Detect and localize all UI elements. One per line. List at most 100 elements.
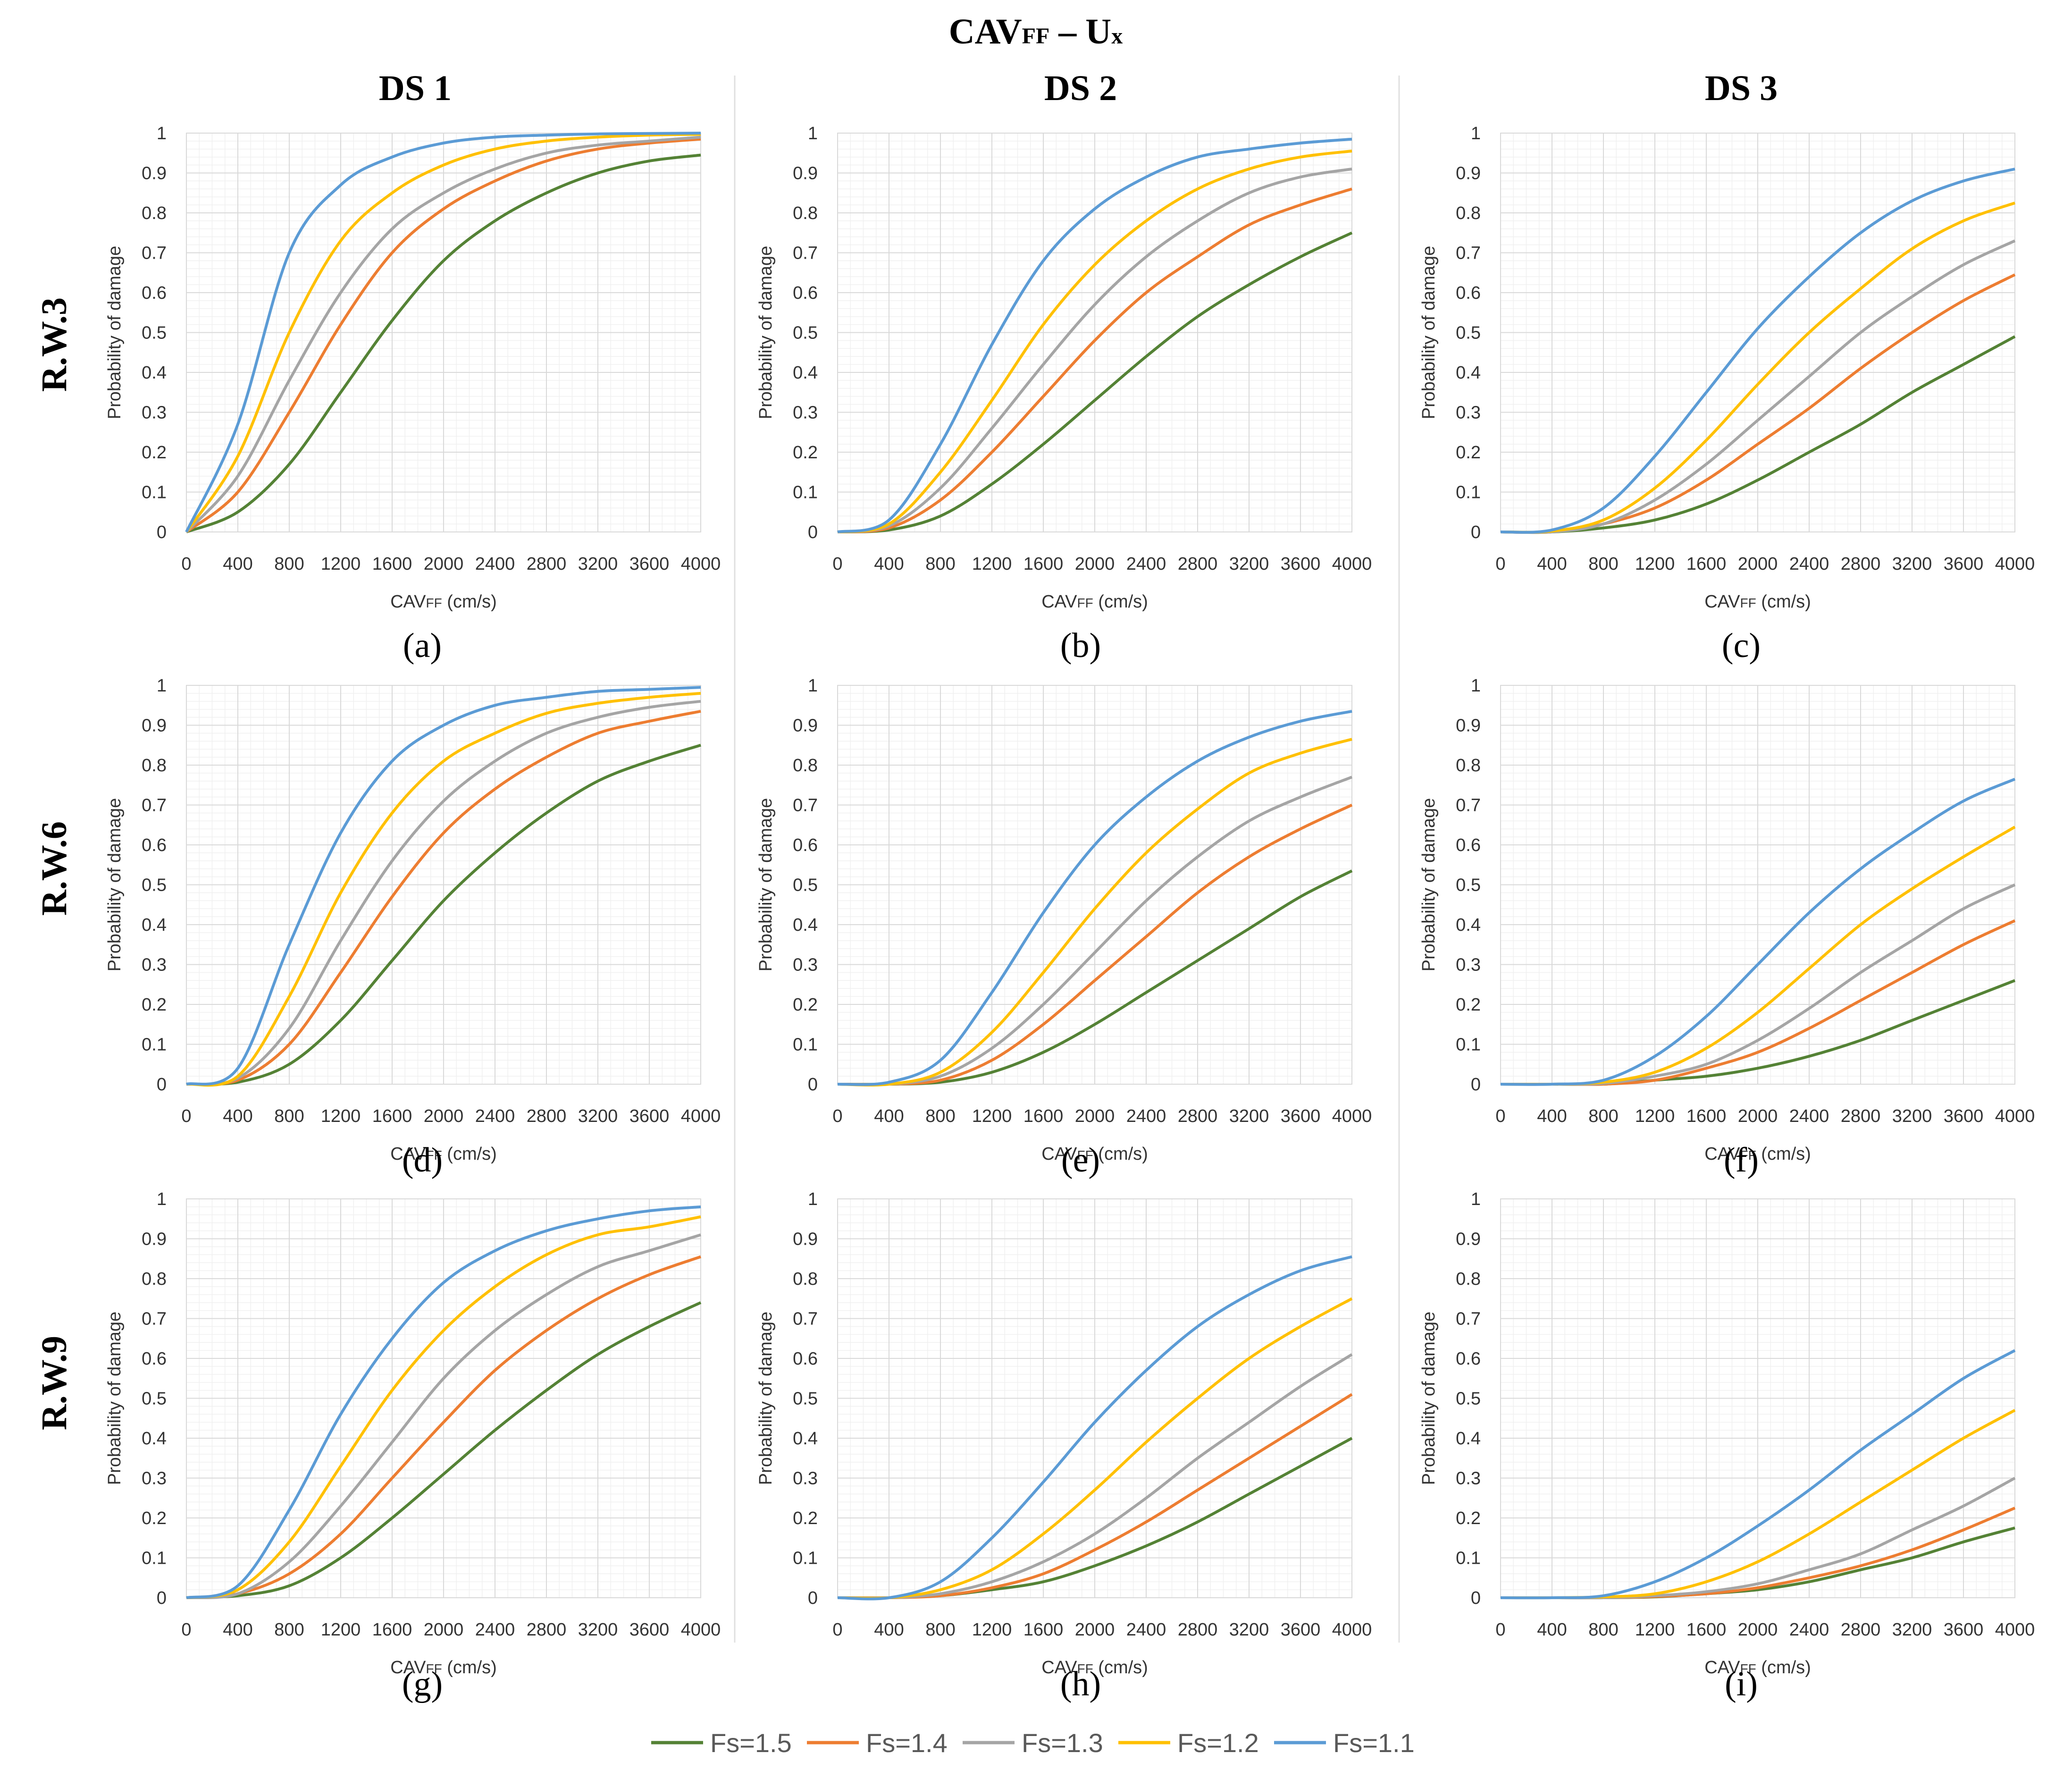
y-tick-label: 0.4	[793, 915, 818, 935]
y-tick-label: 0.1	[1456, 483, 1481, 503]
series-group	[837, 1255, 1353, 1601]
series-line-fs11	[185, 132, 701, 533]
x-tick-label: 4000	[681, 1106, 721, 1126]
series-line-fs13	[186, 1233, 701, 1600]
x-tick-label: 400	[223, 554, 252, 574]
x-tick-label: 1600	[1686, 554, 1727, 574]
y-tick-label: 0.1	[793, 483, 818, 503]
title-main: CAV	[949, 12, 1022, 51]
y-tick-label: 0.9	[1456, 164, 1481, 184]
y-tick-label: 0.8	[1456, 203, 1481, 223]
x-tick-label: 800	[925, 554, 955, 574]
y-tick-label: 0.6	[142, 1349, 167, 1369]
x-tick-label: 400	[223, 1106, 252, 1126]
y-tick-label: 0.4	[1456, 915, 1481, 935]
y-tick-label: 1	[808, 1189, 818, 1209]
y-tick-label: 0.9	[142, 164, 167, 184]
x-tick-label: 2000	[1075, 1620, 1115, 1640]
major-grid	[1500, 1198, 2015, 1598]
y-tick-label: 0.3	[793, 403, 818, 423]
series-line-fs13	[837, 775, 1353, 1087]
y-tick-label: 0.1	[793, 1549, 818, 1568]
series-line-fs12	[186, 1215, 701, 1599]
chart-panel-c: 0 400 800 1200 1600 2000 2400 2800 3200 3600 4000 0…	[1419, 124, 2035, 612]
y-tick-label: 0.8	[1456, 1269, 1481, 1289]
y-tick-label: 0.6	[793, 283, 818, 303]
y-tick-label: 1	[1471, 676, 1481, 696]
x-tick-label: 2000	[1738, 1106, 1778, 1126]
y-tick-label: 0.9	[793, 716, 818, 736]
y-tick-label: 1	[1471, 124, 1481, 143]
y-tick-label: 0.6	[142, 835, 167, 855]
x-tick-label: 3600	[1944, 554, 1984, 574]
x-tick-label: 2000	[1075, 1106, 1115, 1126]
x-tick-label: 3600	[1944, 1106, 1984, 1126]
x-tick-label: 1200	[1635, 1620, 1675, 1640]
panel-label-g: (g)	[402, 1665, 443, 1703]
series-line-fs15	[185, 153, 701, 533]
y-tick-label: 0.3	[1456, 1469, 1481, 1489]
series-group	[186, 686, 701, 1087]
row-header-rw9: R.W.9	[34, 1336, 74, 1430]
series-line-fs12	[186, 691, 701, 1087]
title-tail: – U	[1049, 12, 1111, 51]
x-tick-label: 4000	[1332, 554, 1372, 574]
x-axis-title: CAVFF (cm/s)	[1704, 1658, 1811, 1677]
y-axis-title: Probability of damage	[756, 1312, 776, 1485]
legend-label: Fs=1.5	[710, 1728, 792, 1758]
y-tick-label: 0.2	[142, 995, 167, 1015]
x-tick-label: 4000	[1332, 1106, 1372, 1126]
x-tick-label: 1200	[972, 1620, 1012, 1640]
x-axis-title: CAVFF (cm/s)	[1041, 1144, 1148, 1164]
y-tick-label: 0.3	[142, 1469, 167, 1489]
y-tick-label: 0.2	[142, 443, 167, 463]
y-tick-label: 0.8	[142, 203, 167, 223]
legend-item: Fs=1.3	[963, 1728, 1103, 1758]
x-tick-label: 400	[1537, 1106, 1567, 1126]
x-axis-title: CAVFF (cm/s)	[390, 1144, 497, 1164]
x-tick-label: 2400	[1789, 1106, 1829, 1126]
x-tick-label: 3200	[578, 1106, 618, 1126]
x-tick-label: 2000	[424, 1106, 464, 1126]
x-tick-label: 1600	[372, 554, 412, 574]
y-tick-label: 0	[808, 1588, 818, 1608]
series-line-fs14	[837, 803, 1353, 1086]
y-tick-label: 0.1	[1456, 1549, 1481, 1568]
y-tick-label: 0.8	[1456, 756, 1481, 775]
y-axis-title: Probability of damage	[105, 246, 125, 420]
x-tick-label: 3200	[1229, 554, 1269, 574]
panel-label-c: (c)	[1722, 626, 1761, 665]
x-tick-label: 0	[181, 1106, 191, 1126]
x-tick-label: 2400	[1789, 554, 1829, 574]
major-grid	[186, 685, 701, 1085]
y-tick-label: 1	[808, 676, 818, 696]
series-line-fs12	[837, 150, 1352, 533]
x-tick-label: 3200	[578, 1620, 618, 1640]
x-tick-label: 3600	[1281, 1106, 1321, 1126]
x-tick-label: 2800	[1841, 554, 1881, 574]
y-tick-label: 1	[808, 124, 818, 143]
x-tick-label: 400	[874, 554, 904, 574]
y-tick-label: 0.4	[793, 1429, 818, 1449]
x-tick-label: 2400	[1126, 554, 1166, 574]
x-tick-label: 3600	[1281, 1620, 1321, 1640]
x-tick-label: 1200	[321, 1106, 361, 1126]
panel-label-h: (h)	[1060, 1665, 1101, 1703]
x-tick-label: 4000	[681, 554, 721, 574]
figure-title: CAVFF – Ux	[949, 12, 1123, 51]
y-tick-label: 0.7	[793, 244, 818, 263]
x-tick-label: 2400	[1789, 1620, 1829, 1640]
x-tick-label: 0	[1495, 554, 1505, 574]
x-tick-label: 1200	[321, 554, 361, 574]
x-tick-label: 3600	[1944, 1620, 1984, 1640]
panel-label-e: (e)	[1061, 1141, 1100, 1180]
major-grid	[1500, 133, 2015, 532]
chart-panel-i: 0 400 800 1200 1600 2000 2400 2800 3200 3600 4000 0…	[1419, 1189, 2035, 1677]
y-tick-label: 0	[157, 1075, 167, 1095]
series-line-fs13	[185, 135, 701, 533]
x-tick-label: 1200	[972, 1106, 1012, 1126]
y-tick-label: 0.8	[793, 1269, 818, 1289]
y-tick-label: 0.5	[793, 876, 818, 895]
y-tick-label: 0.9	[793, 164, 818, 184]
